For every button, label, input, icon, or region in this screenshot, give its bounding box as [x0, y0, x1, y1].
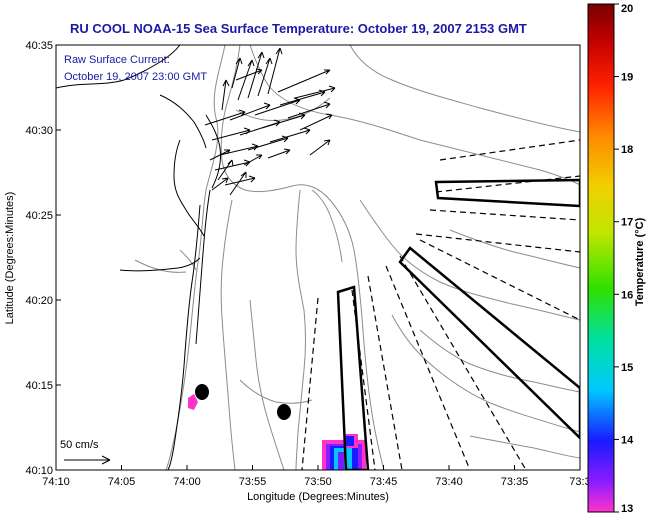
current-scale: 50 cm/s [60, 439, 111, 465]
colorbar-label: Temperature (°C) [634, 217, 646, 306]
y-tick-label: 40:20 [25, 295, 53, 307]
x-tick-label: 74:00 [173, 476, 201, 488]
current-annotation-line1: Raw Surface Current: [64, 54, 170, 66]
colorbar-tick-label: 15 [621, 362, 633, 374]
y-tick-label: 40:30 [25, 125, 53, 137]
y-tick-label: 40:25 [25, 210, 53, 222]
x-axis-label: Longitude (Degrees:Minutes) [247, 491, 389, 503]
x-tick-label: 74:10 [42, 476, 70, 488]
colorbar-tick-label: 14 [621, 434, 634, 446]
x-tick-label: 73:35 [501, 476, 529, 488]
x-tick-label: 73:45 [370, 476, 398, 488]
colorbar-tick-label: 17 [621, 217, 633, 229]
y-axis-label: Latitude (Degrees:Minutes) [4, 192, 16, 325]
x-tick-label: 73:40 [435, 476, 463, 488]
y-tick-label: 40:15 [25, 380, 53, 392]
sst-patches [188, 394, 366, 470]
radar-beams [336, 178, 580, 470]
map-frame [55, 44, 581, 471]
map-area [56, 45, 580, 470]
radar-range-lines [301, 139, 580, 470]
y-axis-ticks: 40:35 40:30 40:25 40:20 40:15 40:10 [25, 40, 61, 477]
colorbar-gradient [587, 3, 615, 513]
y-tick-label: 40:10 [25, 465, 53, 477]
x-tick-label: 73:50 [304, 476, 332, 488]
colorbar-tick-label: 20 [621, 3, 633, 15]
station-dot-1 [195, 384, 209, 400]
colorbar-tick-label: 19 [621, 72, 633, 84]
y-tick-label: 40:35 [25, 40, 53, 52]
map-title: RU COOL NOAA-15 Sea Surface Temperature:… [70, 21, 527, 36]
current-annotation-line2: October 19, 2007 23:00 GMT [64, 71, 207, 83]
colorbar: 20 19 18 17 16 15 14 13 Temperature (°C) [587, 3, 646, 515]
colorbar-tick-label: 13 [621, 503, 633, 515]
station-markers [195, 384, 291, 420]
bathymetry-contours [134, 45, 580, 470]
colorbar-tick-label: 18 [621, 144, 633, 156]
x-tick-label: 73:55 [239, 476, 267, 488]
x-tick-label: 73:3 [569, 476, 590, 488]
x-axis-ticks: 74:10 74:05 74:00 73:55 73:50 73:45 73:40 73:35… [42, 465, 591, 488]
colorbar-tick-label: 16 [621, 289, 633, 301]
coastline [56, 45, 221, 470]
scale-label: 50 cm/s [60, 439, 99, 451]
current-vectors [204, 47, 336, 196]
colorbar-ticks: 20 19 18 17 16 15 14 13 [614, 3, 634, 515]
x-tick-label: 74:05 [108, 476, 136, 488]
station-dot-2 [277, 404, 291, 420]
